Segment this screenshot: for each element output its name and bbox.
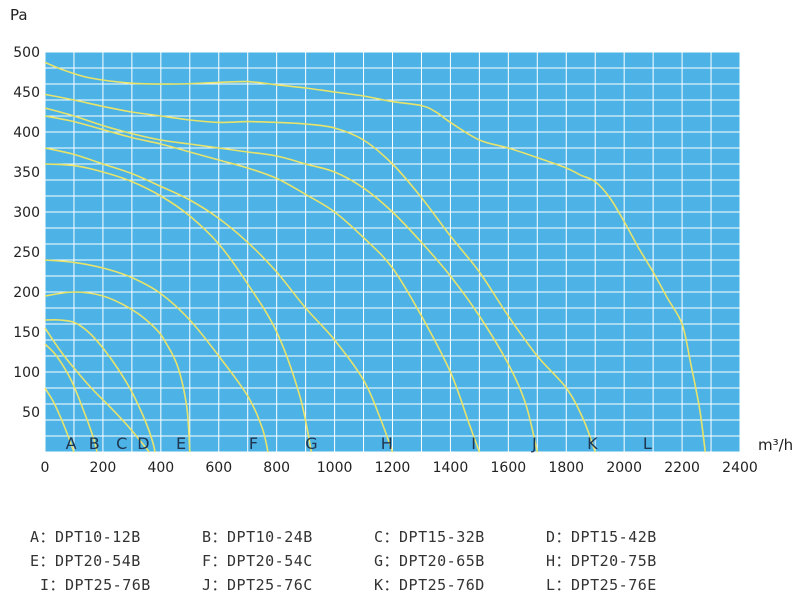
y-tick-label: 150	[13, 325, 40, 341]
legend-item-g: G：DPT20-65B	[374, 551, 485, 570]
curve-label-b: B	[89, 434, 100, 453]
x-tick-label: 1600	[491, 460, 527, 476]
curve-j	[44, 107, 539, 453]
curve-label-h: H	[381, 434, 393, 453]
y-tick-label: 450	[13, 85, 40, 101]
curve-c	[44, 327, 150, 453]
x-tick-label: 2400	[722, 460, 758, 476]
y-tick-label: 500	[13, 45, 40, 61]
legend-item-e: E：DPT20-54B	[30, 551, 141, 570]
model-legend: A：DPT10-12B B：DPT10-24B C：DPT15-32B D：DP…	[30, 524, 790, 596]
curve-label-e: E	[176, 434, 186, 453]
curve-label-i: I	[471, 434, 476, 453]
y-tick-label: 250	[13, 245, 40, 261]
curve-k	[44, 93, 596, 453]
y-tick-label: 400	[13, 125, 40, 141]
horizontal-gridlines	[45, 51, 740, 453]
x-tick-label: 0	[41, 460, 50, 476]
y-tick-label: 50	[22, 405, 40, 421]
legend-item-d: D：DPT15-42B	[546, 527, 657, 546]
y-tick-labels: 50 100 150 200 250 300 350 400 450 500	[13, 45, 40, 421]
x-tick-label: 200	[90, 460, 117, 476]
y-axis-unit-label: Pa	[10, 6, 28, 24]
y-tick-label: 350	[13, 165, 40, 181]
legend-item-h: H：DPT20-75B	[546, 551, 657, 570]
y-tick-label: 300	[13, 205, 40, 221]
x-tick-label: 1400	[433, 460, 469, 476]
x-tick-label: 2200	[664, 460, 700, 476]
legend-item-k: K：DPT25-76D	[374, 575, 485, 594]
x-tick-labels: 0 200 400 600 800 1000 1200 1400 1600 1800 2000 220…	[41, 460, 758, 476]
legend-item-a: A：DPT10-12B	[30, 527, 141, 546]
curve-label-d: D	[137, 434, 149, 453]
legend-item-j: J：DPT25-76C	[202, 575, 313, 594]
legend-row: E：DPT20-54B F：DPT20-54C G：DPT20-65B H：DP…	[30, 548, 790, 572]
curve-label-g: G	[305, 434, 317, 453]
legend-item-f: F：DPT20-54C	[202, 551, 313, 570]
curve-l	[44, 61, 707, 453]
curve-h	[44, 147, 394, 453]
legend-row: A：DPT10-12B B：DPT10-24B C：DPT15-32B D：DP…	[30, 524, 790, 548]
curve-e	[44, 291, 191, 453]
legend-item-b: B：DPT10-24B	[202, 527, 313, 546]
y-tick-label: 100	[13, 365, 40, 381]
curve-label-c: C	[116, 434, 127, 453]
x-tick-label: 1800	[548, 460, 584, 476]
curve-label-j: J	[531, 434, 537, 453]
x-tick-label: 1200	[375, 460, 411, 476]
vertical-gridlines	[44, 52, 741, 452]
curve-a	[44, 387, 75, 453]
x-tick-label: 600	[205, 460, 232, 476]
curve-g	[44, 163, 313, 453]
legend-item-l: L：DPT25-76E	[546, 575, 657, 594]
x-axis-unit-label: m³/h	[758, 436, 793, 454]
curve-label-k: K	[587, 434, 598, 453]
legend-item-i: I：DPT25-76B	[40, 575, 151, 594]
curve-b	[44, 343, 98, 453]
legend-item-c: C：DPT15-32B	[374, 527, 485, 546]
curve-label-l: L	[643, 434, 652, 453]
curve-f	[44, 259, 269, 453]
curve-d	[44, 319, 156, 453]
performance-curves	[44, 61, 707, 453]
x-tick-label: 2000	[606, 460, 642, 476]
curve-label-f: F	[249, 434, 258, 453]
x-tick-label: 1000	[317, 460, 353, 476]
x-tick-label: 800	[263, 460, 290, 476]
legend-row: I：DPT25-76B J：DPT25-76C K：DPT25-76D L：DP…	[30, 572, 790, 596]
curve-i	[44, 115, 481, 453]
curve-label-a: A	[66, 434, 77, 453]
y-tick-label: 200	[13, 285, 40, 301]
x-tick-label: 400	[147, 460, 174, 476]
